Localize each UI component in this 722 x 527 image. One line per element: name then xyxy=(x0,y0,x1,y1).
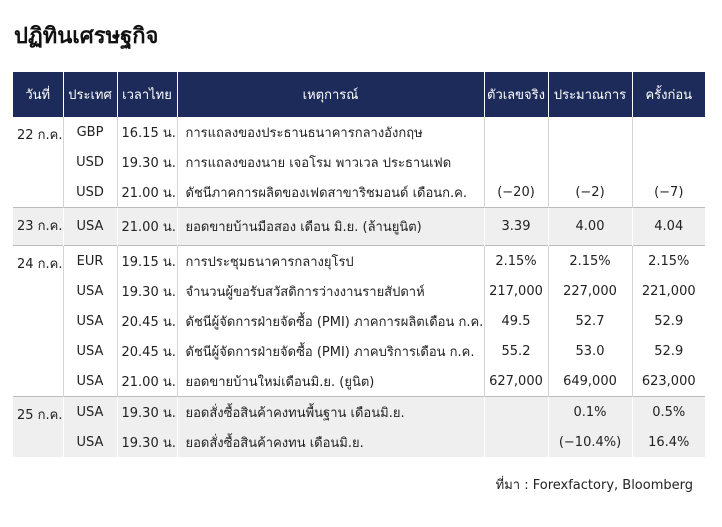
event-cell: การแถลงของนาย เจอโรม พาวเวล ประธานเฟด xyxy=(176,147,484,177)
previous-cell: 52.9 xyxy=(631,336,705,366)
forecast-cell: 4.00 xyxy=(547,207,632,246)
country-cell: EUR xyxy=(62,245,117,276)
previous-cell: 52.9 xyxy=(631,306,705,336)
row: 24 ก.ค. EUR 19.15 น. การประชุมธนาคารกลางยุโ… xyxy=(13,245,705,276)
time-cell: 19.30 น. xyxy=(116,147,177,177)
actual-cell xyxy=(483,396,548,427)
previous-cell: 0.5% xyxy=(631,396,705,427)
actual-cell: (−20) xyxy=(483,177,548,208)
forecast-cell: (−2) xyxy=(547,177,632,208)
column-header: ประมาณการ xyxy=(547,72,632,117)
date-cell: 22 ก.ค. xyxy=(17,128,63,143)
previous-cell: 2.15% xyxy=(631,245,705,276)
event-cell: ยอดขายบ้านมือสอง เดือน มิ.ย. (ล้านยูนิต) xyxy=(176,207,484,246)
date-cell: 23 ก.ค. xyxy=(13,207,63,246)
actual-cell: 55.2 xyxy=(483,336,548,366)
forecast-cell xyxy=(547,147,632,177)
source: ที่มา : Forexfactory, Bloomberg xyxy=(495,478,693,493)
row-group: 23 ก.ค. USA 21.00 น. ยอดขายบ้านมือสอง เดือน… xyxy=(13,207,705,246)
country-cell: USA xyxy=(62,336,117,366)
row: USD 21.00 น. ดัชนีภาคการผลิตของเฟดสาขาริชม… xyxy=(13,177,705,208)
row: 23 ก.ค. USA 21.00 น. ยอดขายบ้านมือสอง เดือน… xyxy=(13,207,705,246)
event-cell: จำนวนผู้ขอรับสวัสดิการว่างงานรายสัปดาห์ xyxy=(176,276,484,306)
header-row: วันที่ ประเทศ เวลาไทย เหตุการณ์ ตัวเลขจริง ปร… xyxy=(13,72,705,117)
previous-cell xyxy=(631,147,705,177)
country-cell: GBP xyxy=(62,117,117,147)
row: 22 ก.ค. GBP 16.15 น. การแถลงของประธานธนาคาร… xyxy=(13,117,705,147)
country-cell: USD xyxy=(62,177,117,208)
time-cell: 21.00 น. xyxy=(116,177,177,208)
event-cell: ดัชนีภาคการผลิตของเฟดสาขาริชมอนด์ เดือนก… xyxy=(176,177,484,208)
previous-cell: 221,000 xyxy=(631,276,705,306)
row: 25 ก.ค. USA 19.30 น. ยอดสั่งซื้อสินค้าคงทนพ… xyxy=(13,396,705,457)
event-cell: ยอดสั่งซื้อสินค้าคงทนพื้นฐาน เดือนมิ.ย. xyxy=(176,396,484,427)
actual-cell: 217,000 xyxy=(483,276,548,306)
country-cell: USA xyxy=(62,276,117,306)
event-cell: ยอดขายบ้านใหม่เดือนมิ.ย. (ยูนิต) xyxy=(176,366,484,397)
time-cell: 19.30 น. xyxy=(116,427,177,457)
actual-cell: 3.39 xyxy=(483,207,548,246)
title: ปฏิทินเศรษฐกิจ xyxy=(14,24,159,49)
calendar-table: วันที่ ประเทศ เวลาไทย เหตุการณ์ ตัวเลขจริง ปร… xyxy=(13,72,705,457)
time-cell: 21.00 น. xyxy=(116,207,177,246)
actual-cell xyxy=(483,117,548,147)
actual-cell: 627,000 xyxy=(483,366,548,397)
row: USA 19.30 น. ยอดสั่งซื้อสินค้าคงทน เดือนมิ… xyxy=(13,427,705,457)
event-cell: การประชุมธนาคารกลางยุโรป xyxy=(176,245,484,276)
row: USA 19.30 น. จำนวนผู้ขอรับสวัสดิการว่างงาน… xyxy=(13,276,705,306)
event-cell: ดัชนีผู้จัดการฝ่ายจัดซื้อ (PMI) ภาคบริกา… xyxy=(176,336,484,366)
time-cell: 21.00 น. xyxy=(116,366,177,397)
country-cell: USA xyxy=(62,427,117,457)
forecast-cell: 2.15% xyxy=(547,245,632,276)
event-cell: ดัชนีผู้จัดการฝ่ายจัดซื้อ (PMI) ภาคการผล… xyxy=(176,306,484,336)
previous-cell: 4.04 xyxy=(631,207,705,246)
actual-cell: 2.15% xyxy=(483,245,548,276)
column-header: ครั้งก่อน xyxy=(631,72,705,117)
time-cell: 19.30 น. xyxy=(116,276,177,306)
actual-cell xyxy=(483,147,548,177)
forecast-cell: 52.7 xyxy=(547,306,632,336)
row: USA 21.00 น. ยอดขายบ้านใหม่เดือนมิ.ย. (ยูน… xyxy=(13,366,705,397)
previous-cell: 16.4% xyxy=(631,427,705,457)
row: USD 19.30 น. การแถลงของนาย เจอโรม พาวเวล ป… xyxy=(13,147,705,177)
date-cell: 24 ก.ค. xyxy=(17,257,63,272)
time-cell: 16.15 น. xyxy=(116,117,177,147)
country-cell: USA xyxy=(62,366,117,397)
column-header: ประเทศ xyxy=(62,72,117,117)
previous-cell: 623,000 xyxy=(631,366,705,397)
forecast-cell: (−10.4%) xyxy=(547,427,632,457)
country-cell: USA xyxy=(62,306,117,336)
previous-cell xyxy=(631,117,705,147)
country-cell: USA xyxy=(62,396,117,427)
column-header: เหตุการณ์ xyxy=(176,72,484,117)
time-cell: 20.45 น. xyxy=(116,306,177,336)
row-group: 25 ก.ค. USA 19.30 น. ยอดสั่งซื้อสินค้าคงทนพ… xyxy=(13,396,705,457)
column-header: เวลาไทย xyxy=(116,72,177,117)
time-cell: 19.15 น. xyxy=(116,245,177,276)
date-cell: 25 ก.ค. xyxy=(13,396,63,457)
previous-cell: (−7) xyxy=(631,177,705,208)
column-header: ตัวเลขจริง xyxy=(483,72,548,117)
row: USA 20.45 น. ดัชนีผู้จัดการฝ่ายจัดซื้อ (PM… xyxy=(13,336,705,366)
row-group: 22 ก.ค. GBP 16.15 น. การแถลงของประธานธนาคาร… xyxy=(13,117,705,208)
country-cell: USA xyxy=(62,207,117,246)
row: USA 20.45 น. ดัชนีผู้จัดการฝ่ายจัดซื้อ (PM… xyxy=(13,306,705,336)
event-cell: ยอดสั่งซื้อสินค้าคงทน เดือนมิ.ย. xyxy=(176,427,484,457)
forecast-cell: 649,000 xyxy=(547,366,632,397)
forecast-cell: 227,000 xyxy=(547,276,632,306)
forecast-cell xyxy=(547,117,632,147)
event-cell: การแถลงของประธานธนาคารกลางอังกฤษ xyxy=(176,117,484,147)
column-header: วันที่ xyxy=(13,72,63,117)
country-cell: USD xyxy=(62,147,117,177)
time-cell: 20.45 น. xyxy=(116,336,177,366)
actual-cell xyxy=(483,427,548,457)
forecast-cell: 53.0 xyxy=(547,336,632,366)
actual-cell: 49.5 xyxy=(483,306,548,336)
time-cell: 19.30 น. xyxy=(116,396,177,427)
row-group: 24 ก.ค. EUR 19.15 น. การประชุมธนาคารกลางยุโ… xyxy=(13,245,705,397)
forecast-cell: 0.1% xyxy=(547,396,632,427)
